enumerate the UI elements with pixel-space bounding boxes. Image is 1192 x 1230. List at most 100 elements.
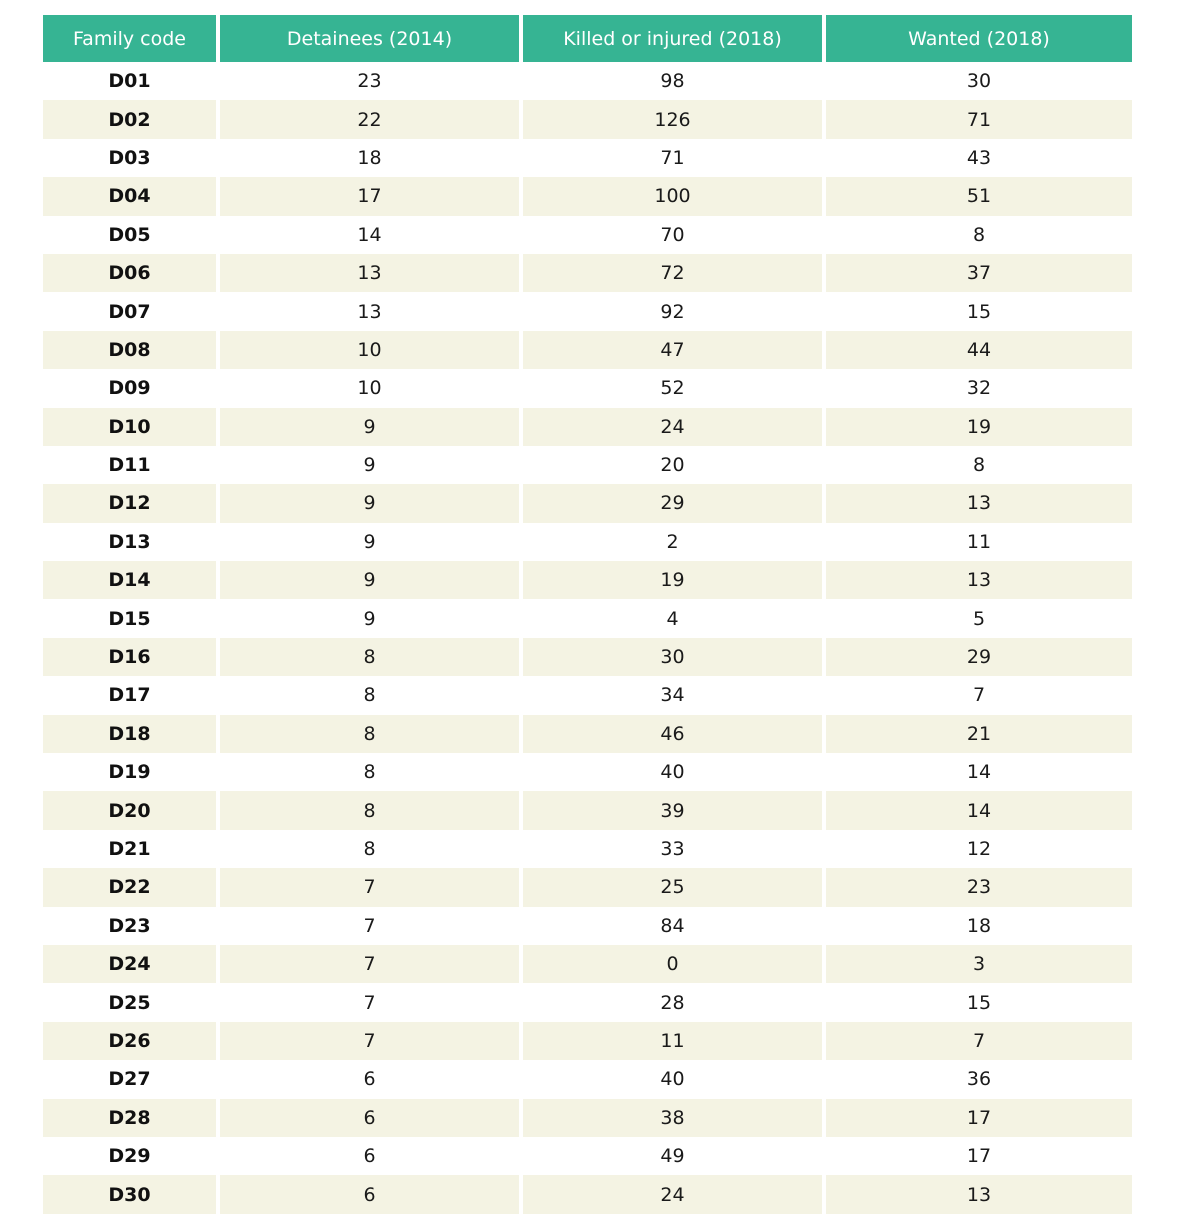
wanted-cell: 5 <box>826 599 1132 638</box>
table-row: D02 22 126 71 <box>43 100 1132 139</box>
killed-or-injured-cell: 11 <box>523 1021 826 1061</box>
family-code-cell: D16 <box>43 637 220 677</box>
killed-or-injured-cell: 28 <box>523 983 826 1022</box>
wanted-cell: 7 <box>826 676 1132 715</box>
table-row: D26 7 11 7 <box>43 1021 1132 1061</box>
family-code-cell: D06 <box>43 253 220 293</box>
wanted-cell: 13 <box>826 561 1132 600</box>
table-row: D24 7 0 3 <box>43 944 1132 984</box>
detainees-cell: 14 <box>220 215 523 254</box>
detainees-cell: 8 <box>220 676 523 715</box>
family-code-cell: D13 <box>43 522 220 562</box>
table-row: D27 6 40 36 <box>43 1060 1132 1099</box>
table-row: D15 9 4 5 <box>43 599 1132 638</box>
detainees-cell: 17 <box>220 177 523 216</box>
killed-or-injured-cell: 40 <box>523 1060 826 1099</box>
wanted-cell: 23 <box>826 868 1132 907</box>
detainees-cell: 18 <box>220 138 523 178</box>
header-family-code: Family code <box>43 15 220 62</box>
table-row: D09 10 52 32 <box>43 369 1132 408</box>
detainees-cell: 6 <box>220 1098 523 1137</box>
table-body: D01 23 98 30 D02 22 126 71 D03 18 71 43 D04 17 100 51 D0… <box>43 62 1132 1214</box>
killed-or-injured-cell: 38 <box>523 1098 826 1137</box>
wanted-cell: 18 <box>826 906 1132 945</box>
family-code-cell: D23 <box>43 906 220 945</box>
table-row: D01 23 98 30 <box>43 62 1132 101</box>
killed-or-injured-cell: 20 <box>523 445 826 485</box>
family-code-cell: D24 <box>43 944 220 984</box>
family-code-cell: D22 <box>43 868 220 907</box>
table-row: D05 14 70 8 <box>43 215 1132 254</box>
killed-or-injured-cell: 24 <box>523 1175 826 1214</box>
family-code-cell: D15 <box>43 599 220 638</box>
family-code-cell: D07 <box>43 292 220 331</box>
killed-or-injured-cell: 100 <box>523 177 826 216</box>
family-code-cell: D28 <box>43 1098 220 1137</box>
wanted-cell: 8 <box>826 445 1132 485</box>
killed-or-injured-cell: 84 <box>523 906 826 945</box>
wanted-cell: 36 <box>826 1060 1132 1099</box>
detainees-cell: 13 <box>220 292 523 331</box>
family-code-cell: D29 <box>43 1136 220 1176</box>
table-row: D29 6 49 17 <box>43 1136 1132 1176</box>
table-row: D07 13 92 15 <box>43 292 1132 331</box>
wanted-cell: 3 <box>826 944 1132 984</box>
family-code-cell: D04 <box>43 177 220 216</box>
header-killed-or-injured-2018: Killed or injured (2018) <box>523 15 826 62</box>
detainees-cell: 8 <box>220 791 523 830</box>
wanted-cell: 19 <box>826 407 1132 446</box>
detainees-cell: 7 <box>220 944 523 984</box>
killed-or-injured-cell: 25 <box>523 868 826 907</box>
killed-or-injured-cell: 71 <box>523 138 826 178</box>
family-code-cell: D26 <box>43 1021 220 1061</box>
detainees-cell: 7 <box>220 1021 523 1061</box>
detainees-cell: 13 <box>220 253 523 293</box>
table-row: D14 9 19 13 <box>43 561 1132 600</box>
wanted-cell: 17 <box>826 1098 1132 1137</box>
killed-or-injured-cell: 19 <box>523 561 826 600</box>
table-header: Family code Detainees (2014) Killed or i… <box>43 15 1132 62</box>
detainees-cell: 9 <box>220 407 523 446</box>
table-row: D21 8 33 12 <box>43 829 1132 869</box>
wanted-cell: 21 <box>826 714 1132 754</box>
detainees-cell: 6 <box>220 1060 523 1099</box>
table-row: D03 18 71 43 <box>43 138 1132 178</box>
killed-or-injured-cell: 92 <box>523 292 826 331</box>
wanted-cell: 14 <box>826 791 1132 830</box>
killed-or-injured-cell: 29 <box>523 484 826 523</box>
wanted-cell: 13 <box>826 484 1132 523</box>
family-code-cell: D05 <box>43 215 220 254</box>
detainees-cell: 8 <box>220 714 523 754</box>
detainees-cell: 7 <box>220 906 523 945</box>
killed-or-injured-cell: 52 <box>523 369 826 408</box>
detainees-cell: 9 <box>220 484 523 523</box>
detainees-cell: 8 <box>220 829 523 869</box>
killed-or-injured-cell: 47 <box>523 330 826 370</box>
detainees-cell: 7 <box>220 983 523 1022</box>
detainees-cell: 7 <box>220 868 523 907</box>
table-row: D16 8 30 29 <box>43 637 1132 677</box>
wanted-cell: 7 <box>826 1021 1132 1061</box>
family-code-cell: D27 <box>43 1060 220 1099</box>
wanted-cell: 37 <box>826 253 1132 293</box>
killed-or-injured-cell: 72 <box>523 253 826 293</box>
table-row: D04 17 100 51 <box>43 177 1132 216</box>
killed-or-injured-cell: 39 <box>523 791 826 830</box>
wanted-cell: 14 <box>826 753 1132 792</box>
family-data-table: Family code Detainees (2014) Killed or i… <box>43 15 1132 1214</box>
table-row: D25 7 28 15 <box>43 983 1132 1022</box>
wanted-cell: 12 <box>826 829 1132 869</box>
detainees-cell: 9 <box>220 561 523 600</box>
table-row: D23 7 84 18 <box>43 906 1132 945</box>
table-row: D10 9 24 19 <box>43 407 1132 446</box>
table-row: D17 8 34 7 <box>43 676 1132 715</box>
family-code-cell: D08 <box>43 330 220 370</box>
family-code-cell: D01 <box>43 62 220 101</box>
family-code-cell: D25 <box>43 983 220 1022</box>
wanted-cell: 29 <box>826 637 1132 677</box>
wanted-cell: 51 <box>826 177 1132 216</box>
wanted-cell: 43 <box>826 138 1132 178</box>
table-row: D22 7 25 23 <box>43 868 1132 907</box>
family-code-cell: D18 <box>43 714 220 754</box>
detainees-cell: 6 <box>220 1136 523 1176</box>
